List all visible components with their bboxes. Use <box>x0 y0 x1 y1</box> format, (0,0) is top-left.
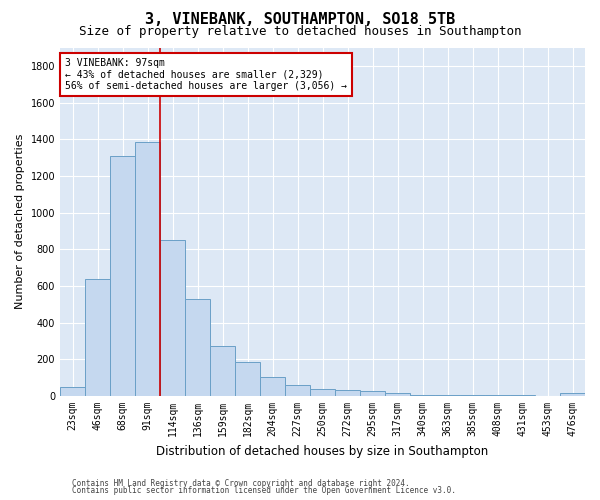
Bar <box>110 156 135 396</box>
Bar <box>260 377 285 396</box>
Bar <box>435 395 460 396</box>
Text: Contains HM Land Registry data © Crown copyright and database right 2024.: Contains HM Land Registry data © Crown c… <box>72 478 410 488</box>
Bar <box>385 394 410 396</box>
Text: Contains public sector information licensed under the Open Government Licence v3: Contains public sector information licen… <box>72 486 456 495</box>
Bar <box>285 385 310 396</box>
Bar <box>210 346 235 396</box>
Bar <box>460 395 485 396</box>
Bar <box>510 395 535 396</box>
Bar <box>335 390 360 396</box>
Bar <box>360 391 385 396</box>
Text: 3, VINEBANK, SOUTHAMPTON, SO18 5TB: 3, VINEBANK, SOUTHAMPTON, SO18 5TB <box>145 12 455 28</box>
Bar <box>85 278 110 396</box>
Text: 3 VINEBANK: 97sqm
← 43% of detached houses are smaller (2,329)
56% of semi-detac: 3 VINEBANK: 97sqm ← 43% of detached hous… <box>65 58 347 91</box>
Bar <box>310 390 335 396</box>
Bar <box>560 394 585 396</box>
Bar <box>410 395 435 396</box>
Bar <box>235 362 260 396</box>
Bar <box>60 387 85 396</box>
Bar <box>485 395 510 396</box>
Y-axis label: Number of detached properties: Number of detached properties <box>15 134 25 310</box>
Bar <box>185 299 210 396</box>
Text: Size of property relative to detached houses in Southampton: Size of property relative to detached ho… <box>79 25 521 38</box>
X-axis label: Distribution of detached houses by size in Southampton: Distribution of detached houses by size … <box>157 444 488 458</box>
Bar <box>160 240 185 396</box>
Bar <box>135 142 160 396</box>
